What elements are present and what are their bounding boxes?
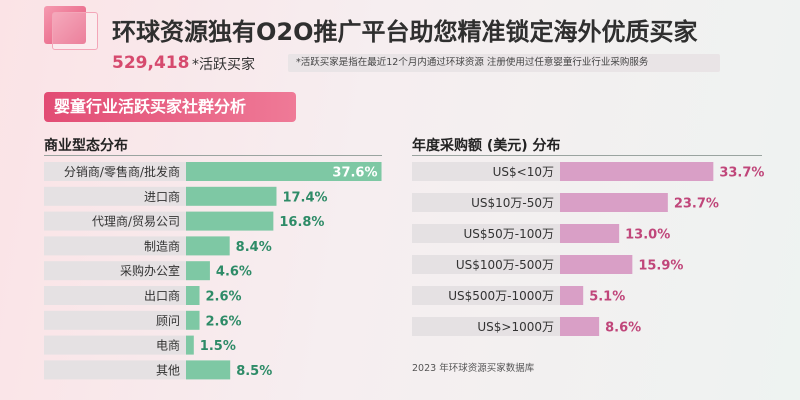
value-label: 17.4%: [282, 190, 327, 205]
category-label-bg: [44, 236, 186, 256]
bar-row: 其他 8.5%: [44, 360, 272, 380]
category-label: US$50万-100万: [463, 227, 554, 241]
value-label: 8.5%: [236, 364, 272, 379]
category-label-bg: [44, 335, 186, 355]
bar: [186, 286, 200, 305]
bar-row: US$10万-50万 23.7%: [412, 193, 719, 212]
bar-row: 顾问 2.6%: [44, 310, 242, 330]
active-buyer-note: *活跃买家是指在最近12个月内通过环球资源 注册使用过任意婴童行业行业采购服务: [288, 54, 720, 72]
category-label-bg: [44, 186, 186, 206]
category-label: 出口商: [144, 288, 180, 303]
category-label: US$100万-500万: [456, 258, 554, 272]
category-label: 电商: [156, 338, 180, 353]
category-label-bg: [412, 255, 560, 274]
category-label-bg: [44, 211, 186, 231]
bar: [560, 255, 633, 274]
bar-row: US$50万-100万 13.0%: [412, 224, 670, 243]
active-buyer-count: 529,418: [112, 53, 190, 73]
headline: 环球资源独有O2O推广平台助您精准锁定海外优质买家: [112, 18, 698, 46]
business-type-chart: 分销商/零售商/批发商 37.6% 进口商 17.4% 代理商/贸易公司 16.8% 制造商…: [44, 162, 382, 380]
category-label: 采购办公室: [120, 263, 180, 278]
bar-row: 制造商 8.4%: [44, 236, 272, 256]
value-label: 13.0%: [625, 228, 670, 243]
bar: [186, 162, 382, 181]
category-label-bg: [412, 193, 560, 212]
section-title: 婴童行业活跃买家社群分析: [44, 92, 296, 122]
category-label: 制造商: [144, 238, 180, 253]
category-label: 顾问: [156, 314, 180, 328]
bar: [560, 286, 584, 305]
bar-row: US$100万-500万 15.9%: [412, 255, 683, 274]
category-label-bg: [412, 224, 560, 243]
bar: [186, 261, 210, 281]
category-label-bg: [44, 286, 186, 305]
bar-row: US$<10万 33.7%: [412, 162, 764, 181]
category-label-bg: [412, 162, 560, 181]
bar-row: 电商 1.5%: [44, 335, 236, 355]
purchase-amount-title: 年度采购额 (美元) 分布: [412, 138, 561, 154]
brand-logo: [44, 6, 100, 50]
value-label: 8.6%: [605, 321, 641, 336]
bar: [186, 310, 200, 330]
bar: [186, 186, 277, 206]
business-type-rule: [44, 155, 382, 156]
value-label: 4.6%: [216, 265, 252, 280]
bar-row: 进口商 17.4%: [44, 186, 328, 206]
category-label-bg: [412, 317, 560, 336]
category-label: 进口商: [144, 189, 180, 204]
bar: [186, 211, 274, 231]
category-label: US$>1000万: [477, 320, 554, 334]
business-type-title: 商业型态分布: [44, 138, 128, 154]
bar: [186, 236, 230, 256]
value-label: 37.6%: [332, 166, 377, 181]
purchase-amount-chart: US$<10万 33.7% US$10万-50万 23.7% US$50万-100万 13…: [412, 162, 764, 336]
bar-row: 采购办公室 4.6%: [44, 261, 252, 281]
bar-row: 分销商/零售商/批发商 37.6%: [44, 162, 382, 181]
category-label-bg: [44, 310, 186, 330]
bar: [186, 335, 194, 355]
category-label: 其他: [156, 363, 180, 377]
value-label: 33.7%: [719, 166, 764, 181]
source-footnote: 2023 年环球资源买家数据库: [412, 363, 535, 374]
value-label: 8.4%: [236, 240, 272, 255]
category-label-bg: [44, 162, 186, 181]
category-label-bg: [44, 261, 186, 281]
active-buyer-label: *活跃买家: [192, 57, 255, 73]
value-label: 16.8%: [279, 215, 324, 230]
category-label: US$500万-1000万: [448, 289, 554, 303]
bar: [560, 317, 600, 336]
category-label: US$<10万: [493, 165, 554, 179]
bar-row: 出口商 2.6%: [44, 286, 242, 305]
value-label: 23.7%: [674, 197, 719, 212]
bar: [560, 162, 714, 181]
category-label: US$10万-50万: [471, 196, 554, 210]
value-label: 1.5%: [200, 339, 236, 354]
value-label: 2.6%: [206, 314, 242, 329]
bar-row: 代理商/贸易公司 16.8%: [44, 211, 324, 231]
purchase-amount-rule: [412, 155, 762, 156]
logo-square-front: [52, 12, 98, 50]
value-label: 5.1%: [589, 290, 625, 305]
bar-row: US$>1000万 8.6%: [412, 317, 641, 336]
bar-row: US$500万-1000万 5.1%: [412, 286, 625, 305]
value-label: 15.9%: [638, 259, 683, 274]
category-label-bg: [412, 286, 560, 305]
bar: [560, 224, 620, 243]
bar: [186, 360, 231, 380]
category-label: 分销商/零售商/批发商: [64, 164, 180, 179]
category-label-bg: [44, 360, 186, 380]
bar: [560, 193, 668, 212]
value-label: 2.6%: [206, 290, 242, 305]
category-label: 代理商/贸易公司: [92, 214, 180, 229]
